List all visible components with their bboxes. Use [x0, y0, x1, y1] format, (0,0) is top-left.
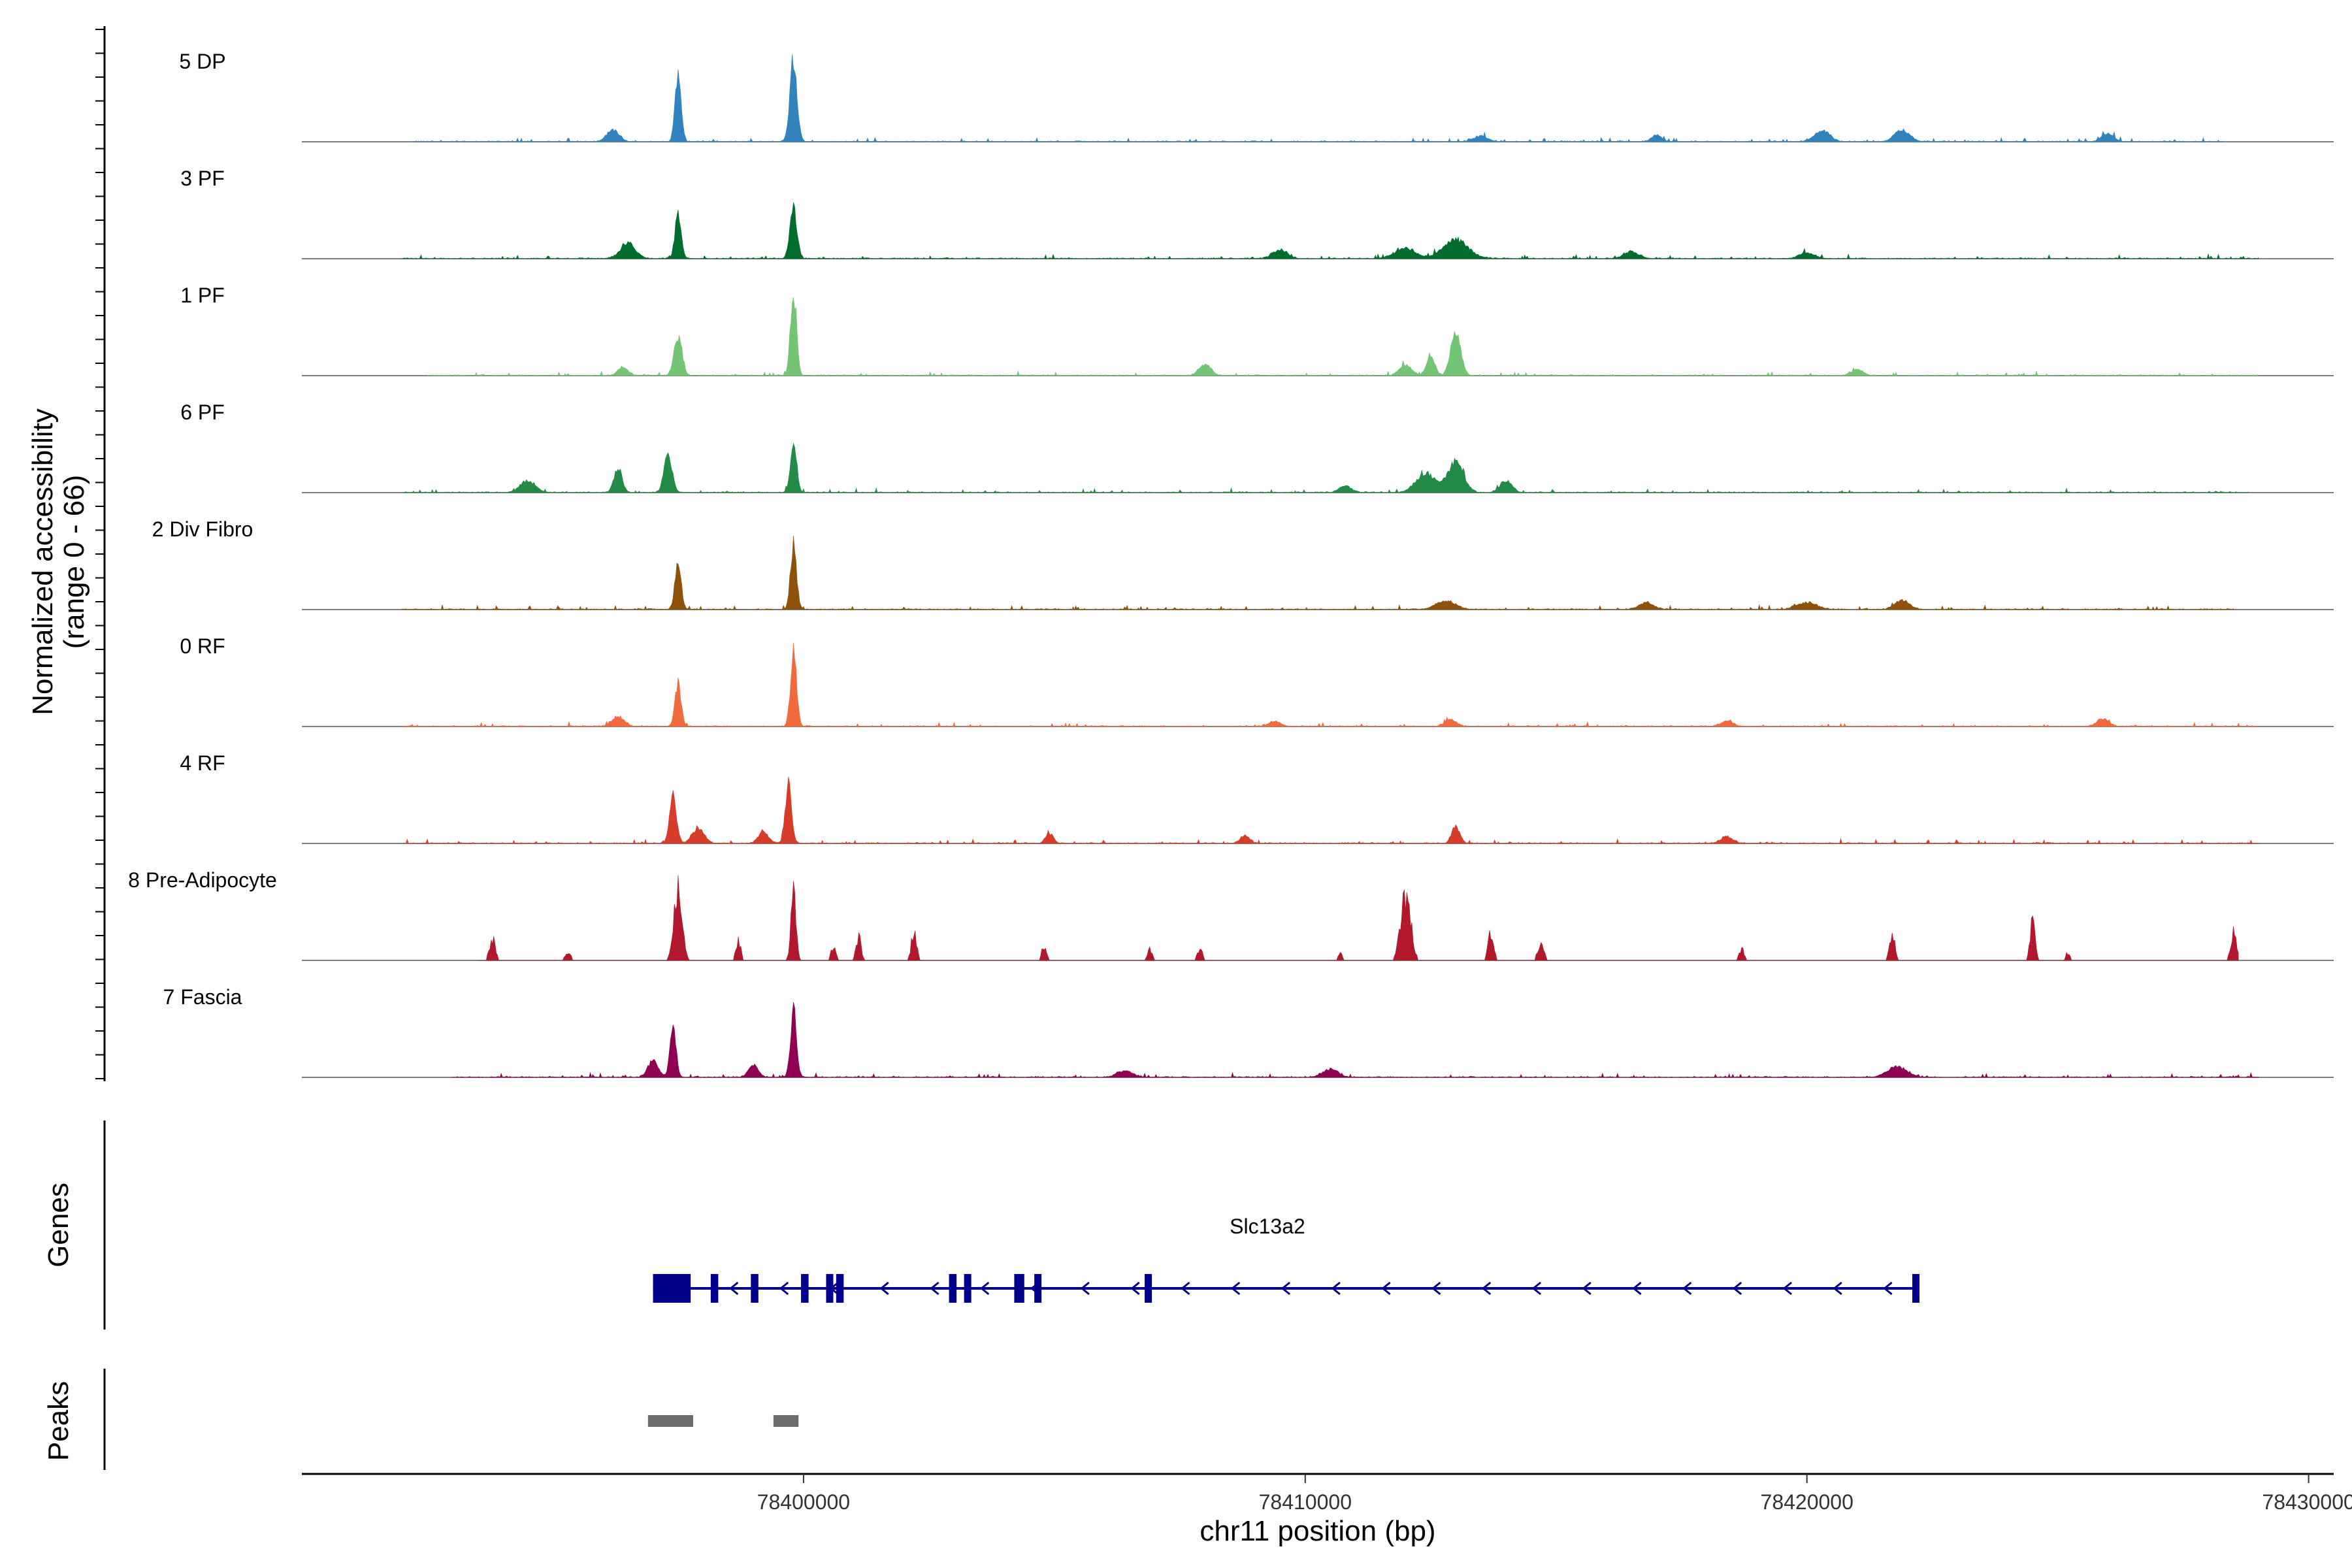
gene-model-slc13a2	[653, 1274, 1919, 1303]
y-axis-title-line2: (range 0 - 66)	[58, 475, 90, 649]
coverage-y-axis-ticks	[95, 29, 105, 1079]
track-0-rf: 0 RF	[180, 634, 2334, 727]
peak-region	[648, 1415, 693, 1427]
x-tick-label: 78430000	[2262, 1490, 2352, 1514]
track-label: 8 Pre-Adipocyte	[128, 868, 277, 892]
track-coverage-area	[402, 777, 2259, 843]
gene-exon	[949, 1274, 957, 1303]
track-8-pre-adipocyte: 8 Pre-Adipocyte	[128, 868, 2334, 960]
track-label: 3 PF	[180, 167, 225, 190]
track-4-rf: 4 RF	[180, 751, 2334, 843]
x-tick-label: 78420000	[1761, 1490, 1854, 1514]
genes-panel-title: Genes	[42, 1183, 74, 1267]
gene-exon	[826, 1274, 833, 1303]
genes-panel: Genes Slc13a2	[42, 1120, 1919, 1330]
track-coverage-area	[427, 297, 2259, 376]
track-coverage-area	[412, 54, 2223, 142]
track-label: 6 PF	[180, 400, 225, 424]
track-3-pf: 3 PF	[180, 167, 2334, 259]
gene-exon	[751, 1274, 759, 1303]
track-7-fascia: 7 Fascia	[163, 985, 2334, 1077]
track-label: 0 RF	[180, 634, 225, 658]
track-2-div-fibro: 2 Div Fibro	[152, 517, 2334, 610]
track-label: 7 Fascia	[163, 985, 242, 1009]
track-label: 4 RF	[180, 751, 225, 775]
gene-exon	[1912, 1274, 1919, 1303]
gene-exon	[1034, 1274, 1041, 1303]
gene-label: Slc13a2	[1230, 1215, 1305, 1238]
x-axis-ticks: 78400000 78410000 78420000 78430000	[757, 1474, 2352, 1514]
gene-exon	[1145, 1274, 1152, 1303]
gene-exon	[1014, 1274, 1024, 1303]
track-coverage-area	[402, 536, 2234, 610]
track-label: 1 PF	[180, 284, 225, 307]
x-tick-label: 78400000	[757, 1490, 850, 1514]
coverage-plot-figure: Normalized accessibility (range 0 - 66) …	[0, 0, 2352, 1568]
track-coverage-area	[452, 1002, 2258, 1077]
coverage-tracks: 5 DP 3 PF 1 PF 6 PF 2 Div Fibro 0 RF 4 RF 8 Pre…	[128, 50, 2334, 1077]
gene-exon	[711, 1274, 719, 1303]
track-coverage-area	[478, 875, 2238, 961]
gene-exon	[964, 1274, 972, 1303]
track-label: 5 DP	[179, 50, 225, 73]
track-6-pf: 6 PF	[180, 400, 2334, 493]
track-coverage-area	[402, 643, 2259, 727]
gene-exon	[801, 1274, 809, 1303]
gene-exon	[653, 1274, 691, 1303]
x-axis-title: chr11 position (bp)	[1200, 1515, 1435, 1547]
gene-exon	[836, 1274, 844, 1303]
y-axis-title: Normalized accessibility (range 0 - 66)	[27, 408, 90, 715]
x-tick-label: 78410000	[1259, 1490, 1352, 1514]
x-axis: 78400000 78410000 78420000 78430000 chr11 p…	[302, 1474, 2352, 1547]
track-label: 2 Div Fibro	[152, 517, 253, 541]
track-coverage-area	[402, 444, 2249, 493]
peak-region	[774, 1415, 798, 1427]
track-5-dp: 5 DP	[179, 50, 2334, 142]
peak-region-blocks	[648, 1415, 798, 1427]
track-coverage-area	[402, 203, 2259, 259]
y-axis-title-line1: Normalized accessibility	[27, 408, 59, 715]
peaks-panel-title: Peaks	[42, 1381, 74, 1461]
track-1-pf: 1 PF	[180, 284, 2334, 376]
peaks-panel: Peaks	[42, 1369, 798, 1470]
